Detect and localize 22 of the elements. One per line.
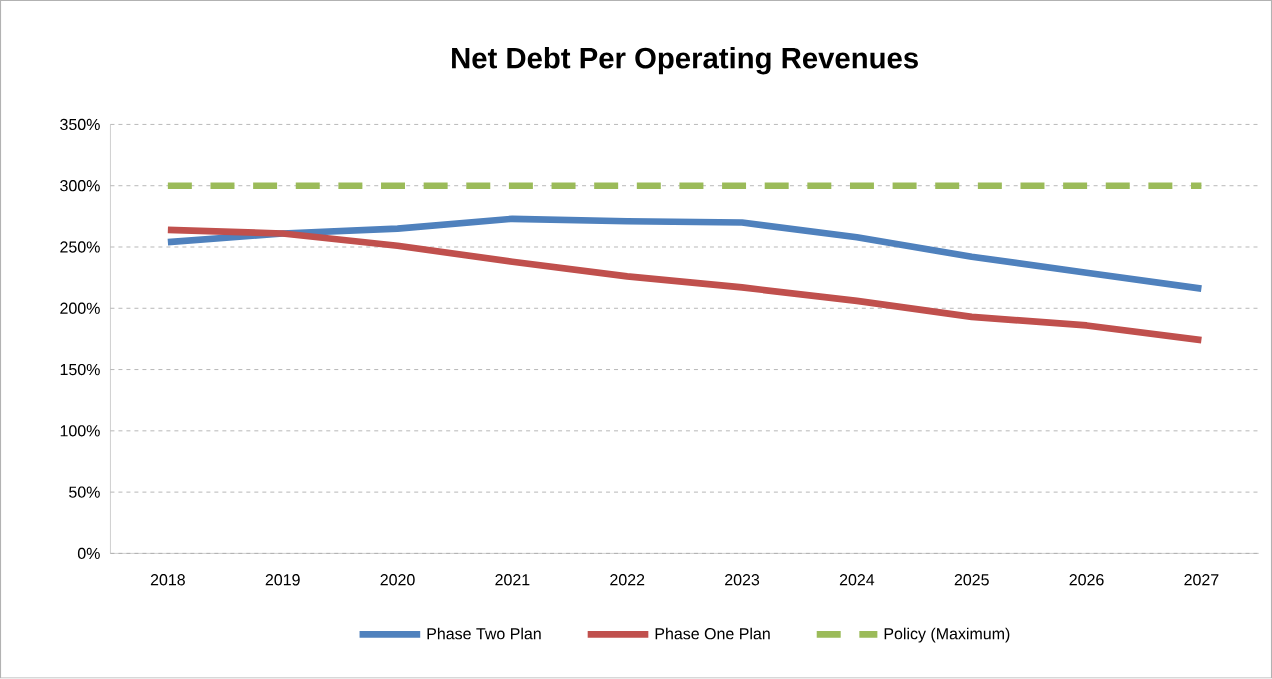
- y-tick-label: 250%: [60, 241, 100, 253]
- y-tick-label: 100%: [60, 425, 100, 437]
- y-tick-label: 350%: [60, 119, 100, 131]
- x-tick-label: 2026: [1069, 574, 1104, 586]
- legend-label: Policy (Maximum): [884, 627, 1010, 643]
- x-tick-label: 2018: [150, 574, 185, 586]
- x-tick-label: 2024: [839, 574, 875, 586]
- chart-title: Net Debt Per Operating Revenues: [452, 47, 918, 75]
- y-tick-label: 150%: [60, 364, 100, 376]
- x-tick-label: 2027: [1184, 574, 1219, 586]
- y-tick-label: 300%: [60, 180, 100, 192]
- legend-label: Phase One Plan: [655, 627, 770, 640]
- x-tick-label: 2025: [954, 574, 989, 586]
- x-tick-label: 2023: [725, 574, 760, 586]
- legend-label: Phase Two Plan: [427, 627, 541, 640]
- y-tick-label: 200%: [60, 302, 100, 315]
- x-tick-label: 2021: [495, 574, 530, 586]
- x-tick-label: 2019: [265, 574, 300, 586]
- y-tick-label: 50%: [69, 486, 100, 499]
- x-tick-label: 2020: [380, 574, 415, 586]
- y-tick-label: 0%: [77, 548, 100, 560]
- x-tick-label: 2022: [610, 574, 645, 586]
